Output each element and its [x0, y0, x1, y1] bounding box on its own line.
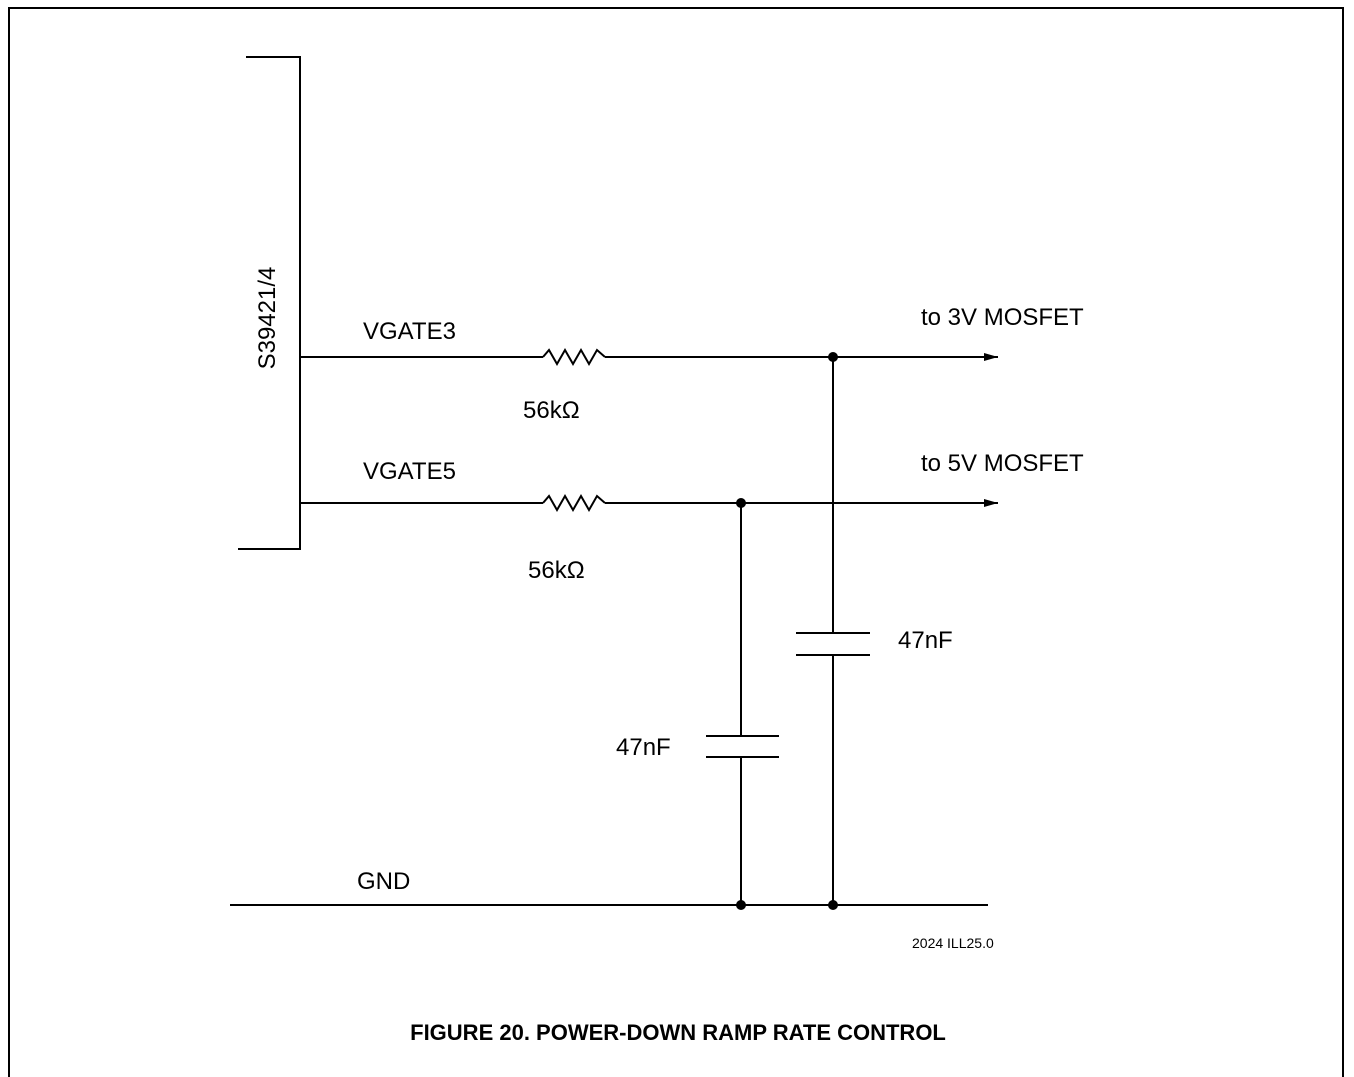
resistor-r1 — [542, 347, 606, 367]
figure-ref-code: 2024 ILL25.0 — [912, 935, 994, 951]
to-5v-mosfet-label: to 5V MOSFET — [921, 450, 1084, 477]
junction-dot — [828, 900, 838, 910]
chip-outline — [238, 56, 301, 550]
junction-dot — [736, 498, 746, 508]
c2-value-label: 47nF — [616, 734, 671, 761]
resistor-r2 — [542, 493, 606, 513]
chip-label: S39421/4 — [254, 267, 281, 370]
gnd-label: GND — [357, 868, 410, 895]
vgate3-label: VGATE3 — [363, 318, 456, 345]
to-3v-mosfet-label: to 3V MOSFET — [921, 304, 1084, 331]
r2-value-label: 56kΩ — [528, 557, 585, 584]
r1-value-label: 56kΩ — [523, 397, 580, 424]
junction-dot — [828, 352, 838, 362]
junction-dot — [736, 900, 746, 910]
c1-value-label: 47nF — [898, 627, 953, 654]
figure-frame — [8, 7, 1344, 1077]
figure-caption: FIGURE 20. POWER-DOWN RAMP RATE CONTROL — [410, 1020, 946, 1045]
vgate5-label: VGATE5 — [363, 458, 456, 485]
